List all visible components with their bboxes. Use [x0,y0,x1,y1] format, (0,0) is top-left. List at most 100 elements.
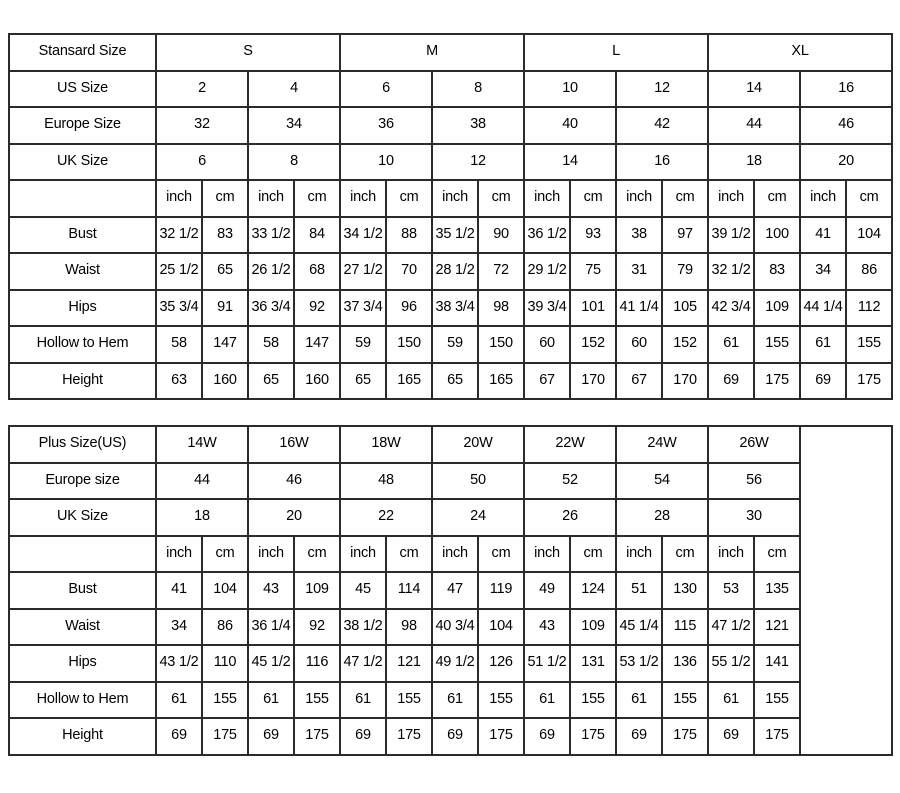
standard-unit-cm: cm [201,179,249,218]
plus-hollow-to-hem-value: 155 [661,680,709,719]
standard-height-value: 160 [292,361,342,400]
plus-waist-value: 45 1/4 [615,607,663,646]
standard-height-value: 65 [247,361,295,400]
standard-height-value: 69 [707,361,756,400]
standard-us-size-value: 6 [339,69,434,108]
plus-waist-value: 36 1/4 [247,607,295,646]
standard-hollow-to-hem-value: 152 [569,325,618,364]
plus-europe-size-value: 44 [155,461,249,500]
standard-unit-cm: cm [292,179,342,218]
plus-hips-value: 51 1/2 [523,644,571,683]
standard-us-size-value: 16 [799,69,894,108]
plus-hips-value: 45 1/2 [247,644,295,683]
standard-unit-cm: cm [569,179,618,218]
plus-unit-cm: cm [661,534,709,573]
standard-us-size-value: 10 [523,69,618,108]
plus-bust-value: 124 [569,571,617,610]
plus-hollow-to-hem-value: 155 [201,680,249,719]
standard-bust-value: 33 1/2 [247,215,295,254]
standard-bust-value: 84 [292,215,342,254]
standard-height-value: 67 [615,361,664,400]
standard-group-header-row: Stansard Size S M L XL [8,33,894,72]
plus-hollow-to-hem-value: 155 [293,680,341,719]
plus-uk-size-value: 26 [523,498,617,537]
standard-hollow-to-hem-value: 150 [385,325,434,364]
standard-hollow-to-hem-value: 59 [339,325,388,364]
standard-unit-cm: cm [661,179,710,218]
standard-row-us-size: US Size 2 4 6 8 10 12 14 16 [8,69,894,108]
plus-row-uk-size: UK Size 18 20 22 24 26 28 30 [8,498,892,537]
plus-hollow-to-hem-value: 155 [477,680,525,719]
plus-height-value: 69 [247,717,295,756]
plus-hips-value: 131 [569,644,617,683]
standard-hollow-to-hem-value: 59 [431,325,480,364]
plus-height-value: 175 [569,717,617,756]
plus-hips-value: 126 [477,644,525,683]
standard-bust-value: 97 [661,215,710,254]
plus-bust-value: 45 [339,571,387,610]
standard-waist-value: 75 [569,252,618,291]
standard-hips-value: 44 1/4 [799,288,848,327]
standard-waist-value: 26 1/2 [247,252,295,291]
plus-hollow-to-hem-value: 155 [569,680,617,719]
plus-size-header-24w: 24W [615,425,709,464]
standard-unit-inch: inch [799,179,848,218]
plus-hips-value: 141 [753,644,801,683]
standard-hollow-to-hem-value: 147 [292,325,342,364]
plus-unit-cm: cm [385,534,433,573]
plus-bust-value: 104 [201,571,249,610]
standard-bust-value: 100 [753,215,802,254]
standard-height-value: 175 [753,361,802,400]
plus-hollow-to-hem-value: 61 [707,680,755,719]
plus-hips-value: 55 1/2 [707,644,755,683]
plus-waist-value: 121 [753,607,801,646]
standard-row-label-hollow-to-hem: Hollow to Hem [8,325,157,364]
standard-us-size-value: 12 [615,69,710,108]
standard-unit-inch: inch [247,179,295,218]
plus-bust-value: 119 [477,571,525,610]
plus-hollow-to-hem-value: 61 [615,680,663,719]
plus-waist-value: 98 [385,607,433,646]
plus-uk-size-value: 18 [155,498,249,537]
standard-unit-cm: cm [845,179,894,218]
plus-bust-value: 114 [385,571,433,610]
standard-hips-value: 112 [845,288,894,327]
plus-height-value: 175 [385,717,433,756]
plus-row-waist: Waist 34 86 36 1/4 92 38 1/2 98 40 3/4 104 43 109 4… [8,607,892,646]
plus-unit-inch: inch [247,534,295,573]
standard-hips-value: 101 [569,288,618,327]
standard-row-label-uk-size: UK Size [8,142,157,181]
plus-waist-value: 43 [523,607,571,646]
standard-height-value: 175 [845,361,894,400]
plus-size-table: Plus Size(US) 14W 16W 18W 20W 22W 24W 26W Europe… [8,425,893,756]
plus-europe-size-value: 46 [247,461,341,500]
plus-hollow-to-hem-value: 61 [431,680,479,719]
standard-waist-value: 70 [385,252,434,291]
plus-uk-size-value: 30 [707,498,801,537]
plus-height-value: 175 [477,717,525,756]
standard-hips-value: 38 3/4 [431,288,480,327]
plus-waist-value: 86 [201,607,249,646]
standard-bust-value: 83 [201,215,249,254]
standard-unit-inch: inch [707,179,756,218]
plus-bust-value: 130 [661,571,709,610]
plus-hollow-to-hem-value: 61 [247,680,295,719]
plus-corner-label: Plus Size(US) [8,425,157,464]
standard-hips-value: 37 3/4 [339,288,388,327]
standard-height-value: 170 [661,361,710,400]
standard-unit-cm: cm [385,179,434,218]
standard-row-label-bust: Bust [8,215,157,254]
plus-row-label-uk-size: UK Size [8,498,157,537]
plus-europe-size-value: 54 [615,461,709,500]
plus-height-value: 175 [661,717,709,756]
plus-europe-size-value: 52 [523,461,617,500]
standard-waist-value: 79 [661,252,710,291]
plus-waist-value: 40 3/4 [431,607,479,646]
standard-hollow-to-hem-value: 155 [845,325,894,364]
plus-unit-inch: inch [523,534,571,573]
standard-uk-size-value: 14 [523,142,618,181]
standard-row-label-height: Height [8,361,157,400]
standard-europe-size-value: 44 [707,106,802,145]
standard-hips-value: 39 3/4 [523,288,572,327]
